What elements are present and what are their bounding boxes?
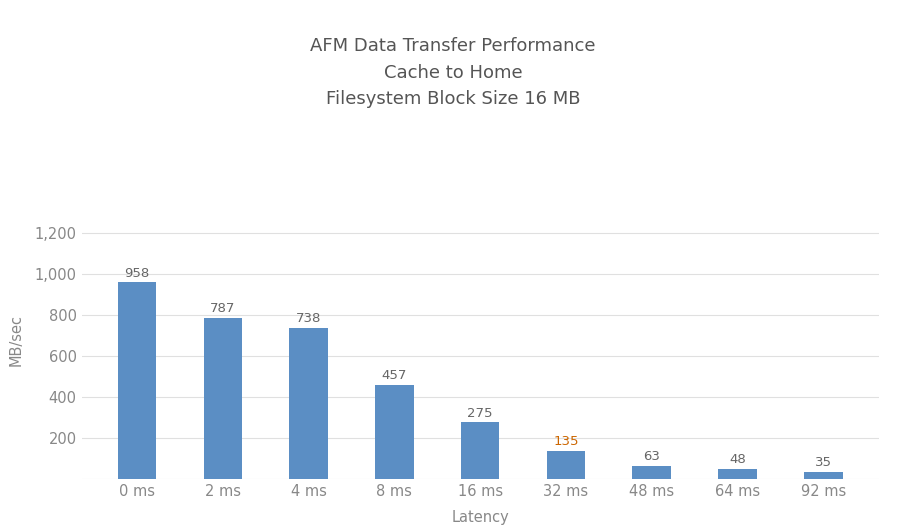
Text: 275: 275 (467, 406, 493, 420)
Bar (632, 466, 671, 479)
Bar (461, 422, 499, 479)
Text: 135: 135 (554, 435, 579, 448)
Bar (375, 385, 414, 479)
Bar (118, 282, 157, 479)
Y-axis label: MB/sec: MB/sec (8, 314, 24, 367)
Bar (546, 451, 585, 479)
Text: AFM Data Transfer Performance
Cache to Home
Filesystem Block Size 16 MB: AFM Data Transfer Performance Cache to H… (310, 37, 596, 108)
Bar (204, 318, 242, 479)
Bar (718, 469, 757, 479)
Text: 738: 738 (296, 312, 322, 325)
Text: 457: 457 (381, 369, 407, 383)
Text: 35: 35 (814, 456, 832, 469)
Bar (804, 472, 843, 479)
Bar (289, 328, 328, 479)
Text: 958: 958 (124, 267, 149, 280)
X-axis label: Latency: Latency (451, 510, 509, 525)
Text: 48: 48 (729, 453, 746, 466)
Text: 787: 787 (210, 302, 236, 314)
Text: 63: 63 (643, 450, 660, 463)
